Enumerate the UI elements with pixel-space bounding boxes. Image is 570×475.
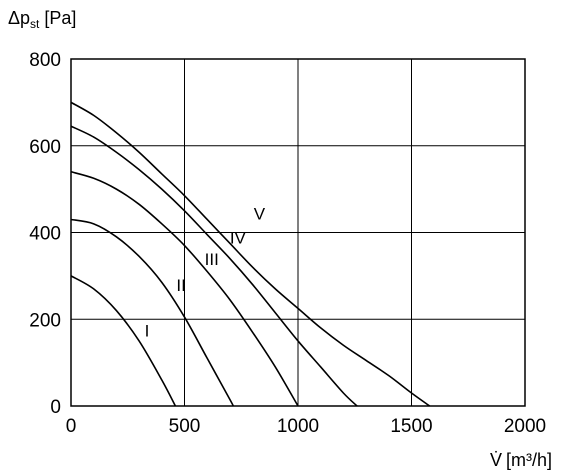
series-label-III: III	[205, 250, 219, 269]
y-tick-label-0: 0	[50, 397, 61, 418]
series-curve-III	[70, 171, 299, 407]
y-tick-label-200: 200	[29, 310, 61, 331]
y-axis-label: Δpst [Pa]	[8, 8, 76, 31]
series-curve-I	[70, 275, 177, 407]
y-tick-label-400: 400	[29, 224, 61, 245]
series-label-II: II	[176, 276, 185, 295]
y-tick-label-600: 600	[29, 137, 61, 158]
x-axis-label: V̇ [m³/h]	[490, 450, 552, 470]
series-label-I: I	[145, 322, 150, 341]
y-axis-label-unit: [Pa]	[39, 8, 76, 28]
series-curve-IV	[70, 125, 358, 407]
y-axis-label-subscript: st	[30, 17, 40, 31]
x-tick-label-0: 0	[66, 416, 77, 437]
series-label-IV: IV	[230, 228, 247, 247]
y-tick-label-800: 800	[29, 50, 61, 71]
tick-layer: 0 500 1000 1500 2000 0 200 400 600 800	[29, 50, 546, 437]
plot-frame	[70, 58, 526, 407]
grid-layer	[71, 59, 525, 406]
x-tick-label-1000: 1000	[277, 416, 319, 437]
series-curve-II	[70, 218, 235, 407]
x-tick-label-1500: 1500	[390, 416, 432, 437]
y-axis-label-symbol: Δp	[8, 8, 30, 28]
x-axis-label-symbol: V̇	[490, 450, 502, 470]
x-tick-label-2000: 2000	[504, 416, 546, 437]
curve-layer	[70, 101, 431, 407]
x-tick-label-500: 500	[169, 416, 201, 437]
series-curve-V	[70, 101, 431, 407]
x-axis-label-unit: [m³/h]	[506, 450, 552, 470]
series-label-V: V	[254, 204, 266, 223]
